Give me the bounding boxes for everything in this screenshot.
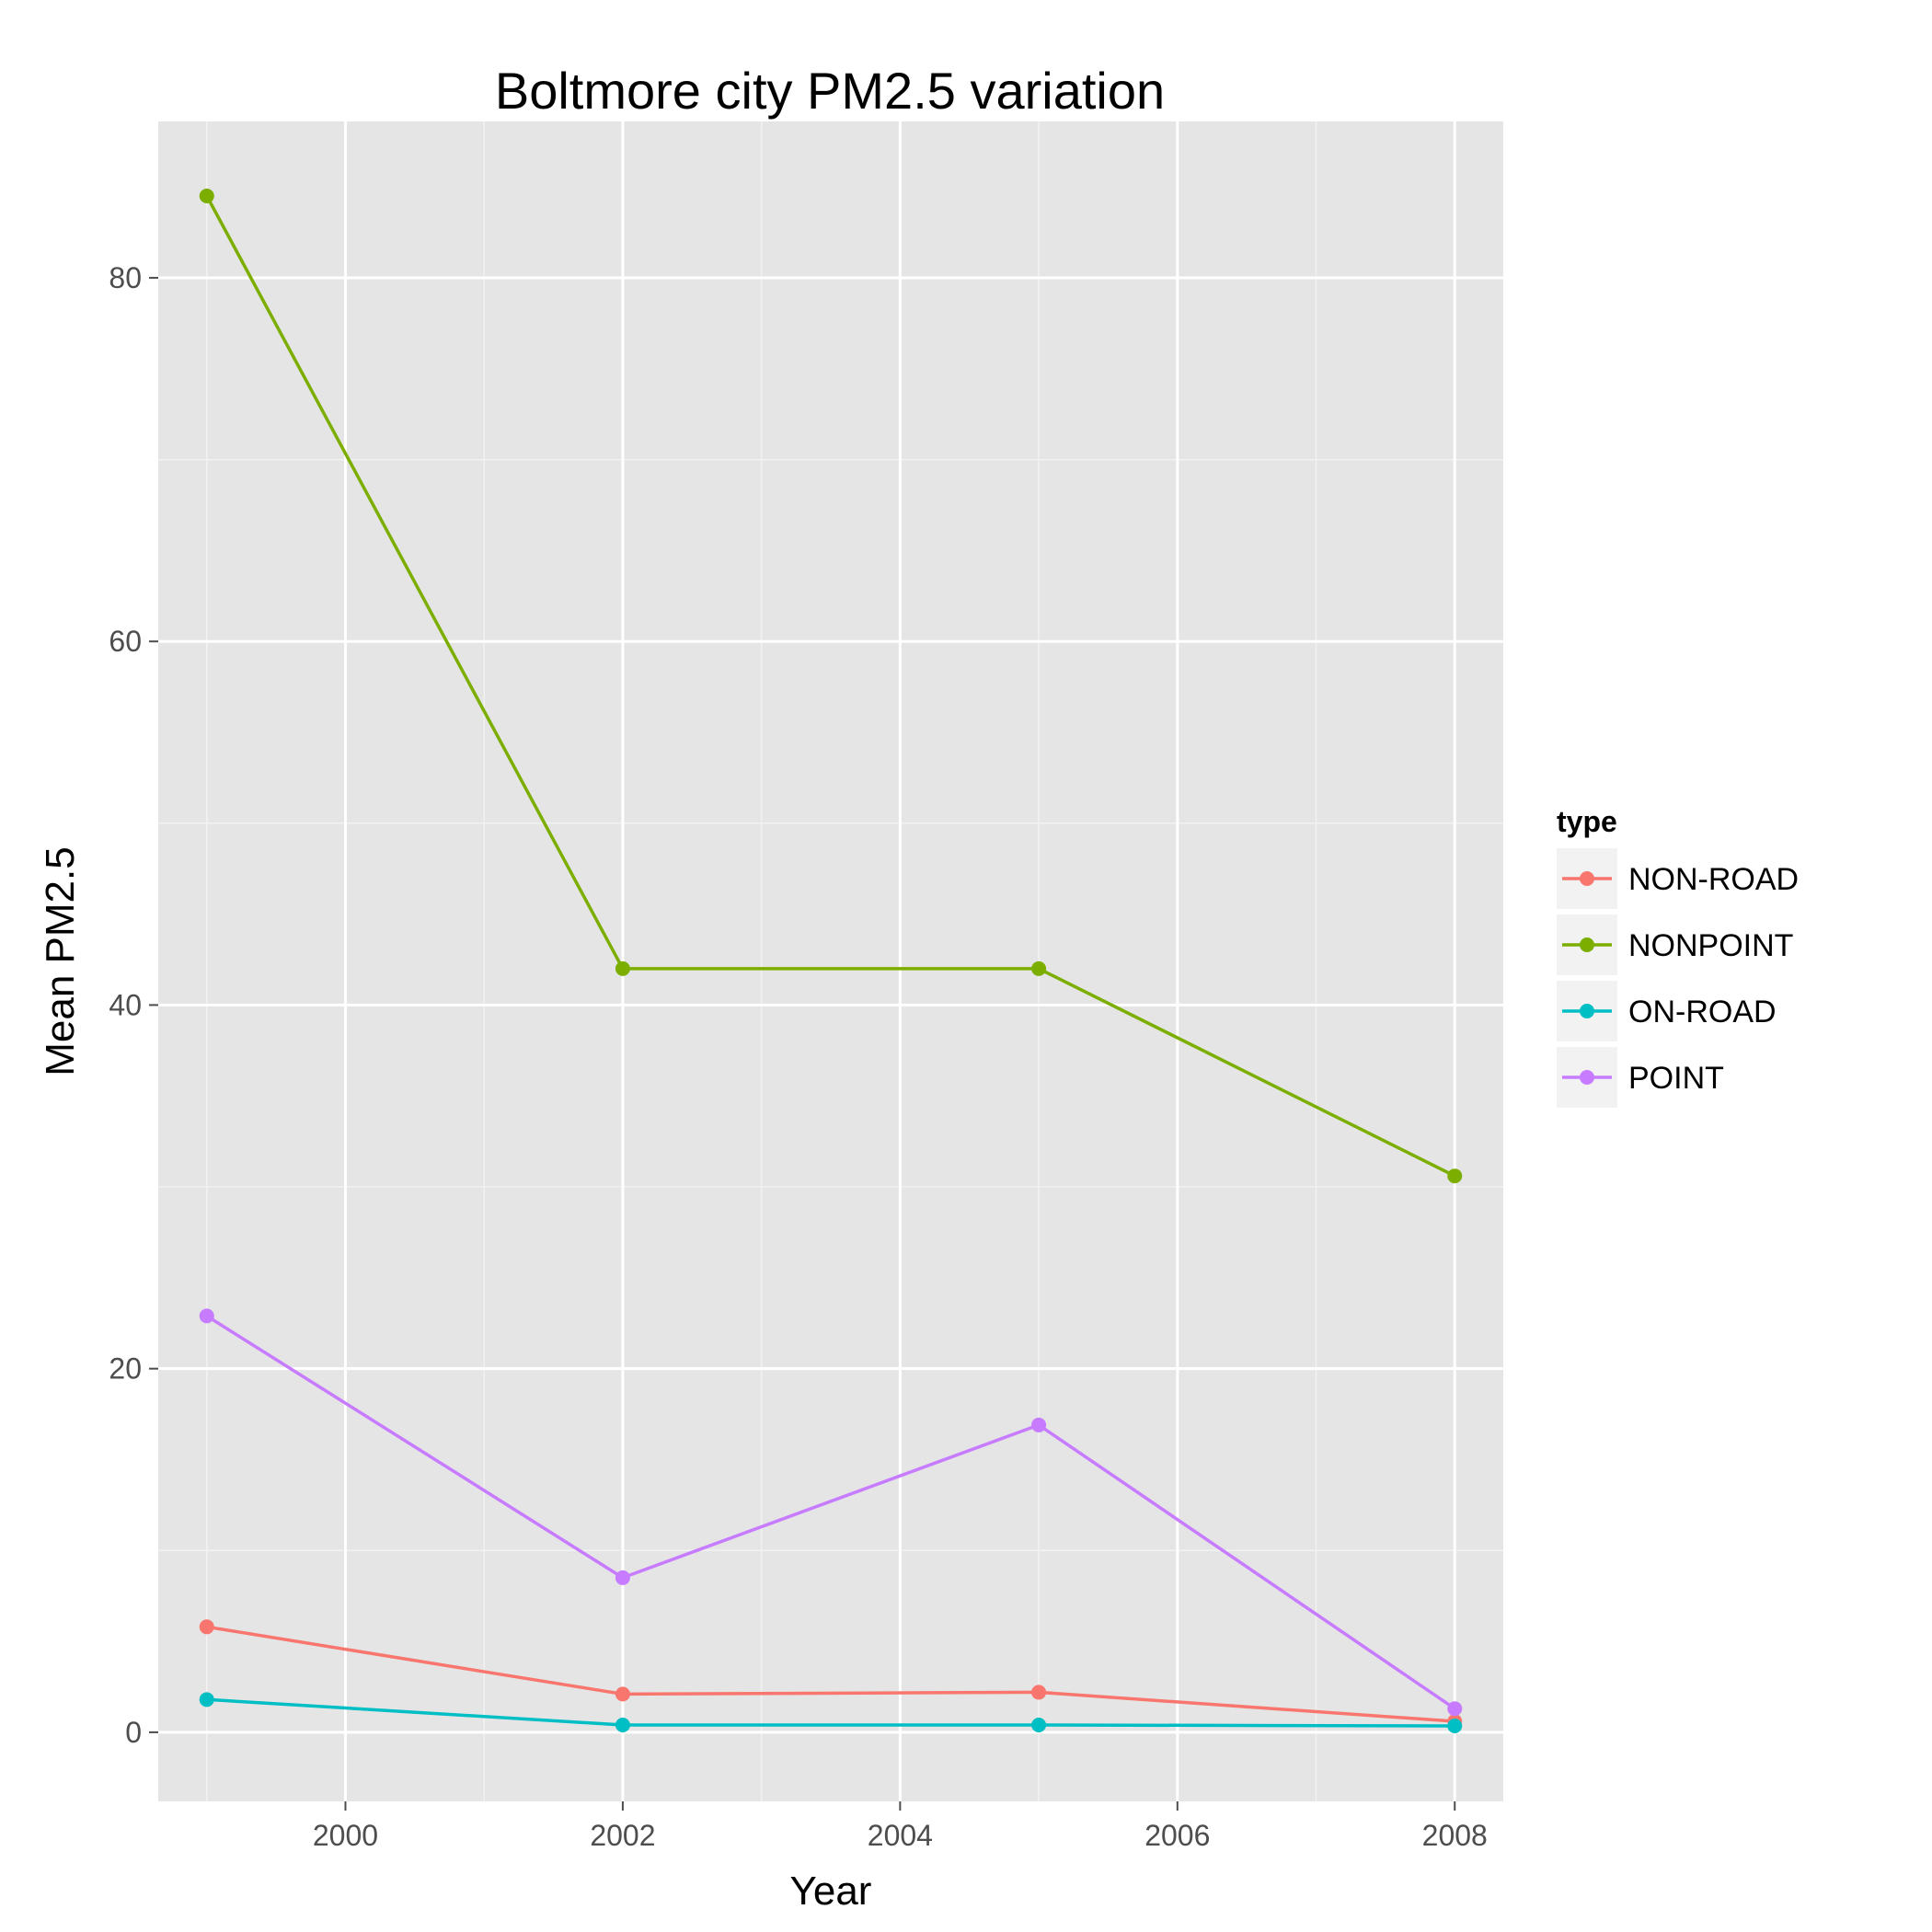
grid-minor xyxy=(158,121,1503,1801)
legend-key-point xyxy=(1580,1004,1594,1018)
x-tick-label: 2002 xyxy=(590,1819,655,1852)
x-tick-label: 2000 xyxy=(313,1819,378,1852)
x-tick-label: 2008 xyxy=(1422,1819,1488,1852)
legend-key-point xyxy=(1580,1070,1594,1085)
data-point-on-road xyxy=(1447,1718,1463,1733)
y-tick-label: 0 xyxy=(125,1716,142,1749)
y-tick-label: 60 xyxy=(109,625,142,658)
data-point-nonpoint xyxy=(615,960,630,976)
data-point-on-road xyxy=(199,1692,214,1708)
legend-item-on-road: ON-ROAD xyxy=(1557,981,1777,1041)
legend: type NON-ROAD NONPOINT ON-ROAD POINT xyxy=(1557,805,1799,1108)
legend-label: NONPOINT xyxy=(1628,928,1793,963)
legend-item-non-road: NON-ROAD xyxy=(1557,848,1799,909)
x-tick-label: 2006 xyxy=(1144,1819,1210,1852)
legend-key-point xyxy=(1580,937,1594,952)
data-point-point xyxy=(1447,1701,1463,1717)
series-points xyxy=(199,189,1463,1733)
legend-title: type xyxy=(1557,805,1617,838)
x-axis-title: Year xyxy=(790,1869,872,1914)
series-lines xyxy=(205,195,1456,1728)
data-point-nonpoint xyxy=(199,189,214,204)
data-point-on-road xyxy=(615,1718,630,1732)
legend-label: NON-ROAD xyxy=(1628,862,1799,897)
data-point-nonpoint xyxy=(1447,1168,1463,1184)
data-point-point xyxy=(199,1308,214,1324)
y-axis: 0 20 40 60 80 xyxy=(109,261,158,1749)
grid-major xyxy=(158,121,1503,1801)
x-axis: 2000 2002 2004 2006 2008 xyxy=(313,1801,1488,1852)
y-axis-title: Mean PM2.5 xyxy=(38,846,83,1075)
data-point-non-road xyxy=(615,1686,630,1702)
y-tick-label: 40 xyxy=(109,988,142,1021)
legend-item-point: POINT xyxy=(1557,1047,1724,1108)
series-line-on-road xyxy=(206,1697,1455,1728)
y-tick-label: 20 xyxy=(109,1352,142,1386)
data-point-on-road xyxy=(1031,1718,1047,1732)
x-tick-label: 2004 xyxy=(868,1819,933,1852)
data-point-non-road xyxy=(1031,1685,1047,1700)
data-point-point xyxy=(615,1570,630,1585)
legend-key-point xyxy=(1580,871,1594,886)
series-line-nonpoint xyxy=(205,195,1455,1178)
series-line-point xyxy=(205,1314,1456,1710)
data-point-point xyxy=(1031,1417,1047,1432)
chart-title: Boltmore city PM2.5 variation xyxy=(495,62,1165,120)
data-point-non-road xyxy=(199,1619,214,1635)
series-line-non-road xyxy=(206,1625,1455,1723)
legend-item-nonpoint: NONPOINT xyxy=(1557,914,1793,975)
plot-background xyxy=(158,121,1503,1801)
y-tick-label: 80 xyxy=(109,261,142,294)
data-point-nonpoint xyxy=(1031,960,1047,976)
legend-label: POINT xyxy=(1628,1061,1724,1096)
legend-label: ON-ROAD xyxy=(1628,995,1777,1029)
